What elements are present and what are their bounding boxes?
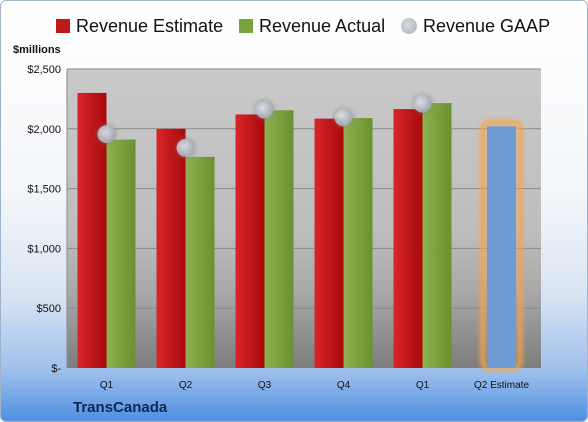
dot-revenue-gaap (334, 108, 353, 127)
bar-q2-estimate (487, 126, 516, 369)
x-tick-label: Q2 Estimate (474, 380, 529, 391)
legend-item-estimate: Revenue Estimate (56, 13, 223, 39)
legend-swatch-estimate (56, 19, 70, 33)
legend-swatch-actual (239, 19, 253, 33)
y-tick-label: $2,000 (27, 124, 61, 136)
legend-label-actual: Revenue Actual (259, 15, 386, 36)
plot-area (67, 69, 541, 368)
dot-revenue-gaap (413, 94, 432, 113)
x-tick-label: Q4 (337, 380, 351, 391)
x-tick-label: Q1 (100, 380, 114, 391)
x-tick-label: Q1 (416, 380, 430, 391)
bar-revenue-estimate (235, 114, 265, 368)
dot-revenue-gaap (255, 100, 274, 119)
bar-revenue-actual (264, 110, 294, 369)
y-tick-label: $2,500 (27, 64, 61, 76)
company-name: TransCanada (73, 399, 168, 416)
bar-revenue-estimate (393, 109, 423, 368)
bar-revenue-actual (106, 139, 136, 368)
x-tick-label: Q2 (179, 380, 193, 391)
legend-label-estimate: Revenue Estimate (76, 15, 224, 36)
legend-item-gaap: Revenue GAAP (401, 13, 550, 39)
y-axis-unit-label: $millions (13, 44, 61, 56)
dot-revenue-gaap (97, 125, 116, 144)
legend: Revenue Estimate Revenue Actual Revenue … (1, 13, 587, 39)
dot-revenue-gaap (176, 138, 195, 157)
bar-revenue-estimate (314, 118, 344, 368)
bar-revenue-actual (185, 156, 215, 368)
bar-revenue-estimate (156, 128, 186, 368)
bar-revenue-actual (422, 103, 452, 368)
y-tick-label: $1,500 (27, 184, 61, 196)
y-tick-label: $500 (37, 303, 61, 315)
y-tick-label: $- (51, 363, 61, 375)
y-tick-label: $1,000 (27, 243, 61, 255)
bar-revenue-actual (343, 118, 373, 368)
x-tick-label: Q3 (258, 380, 272, 391)
legend-item-actual: Revenue Actual (239, 13, 385, 39)
legend-label-gaap: Revenue GAAP (423, 15, 551, 36)
legend-swatch-gaap (401, 18, 417, 34)
